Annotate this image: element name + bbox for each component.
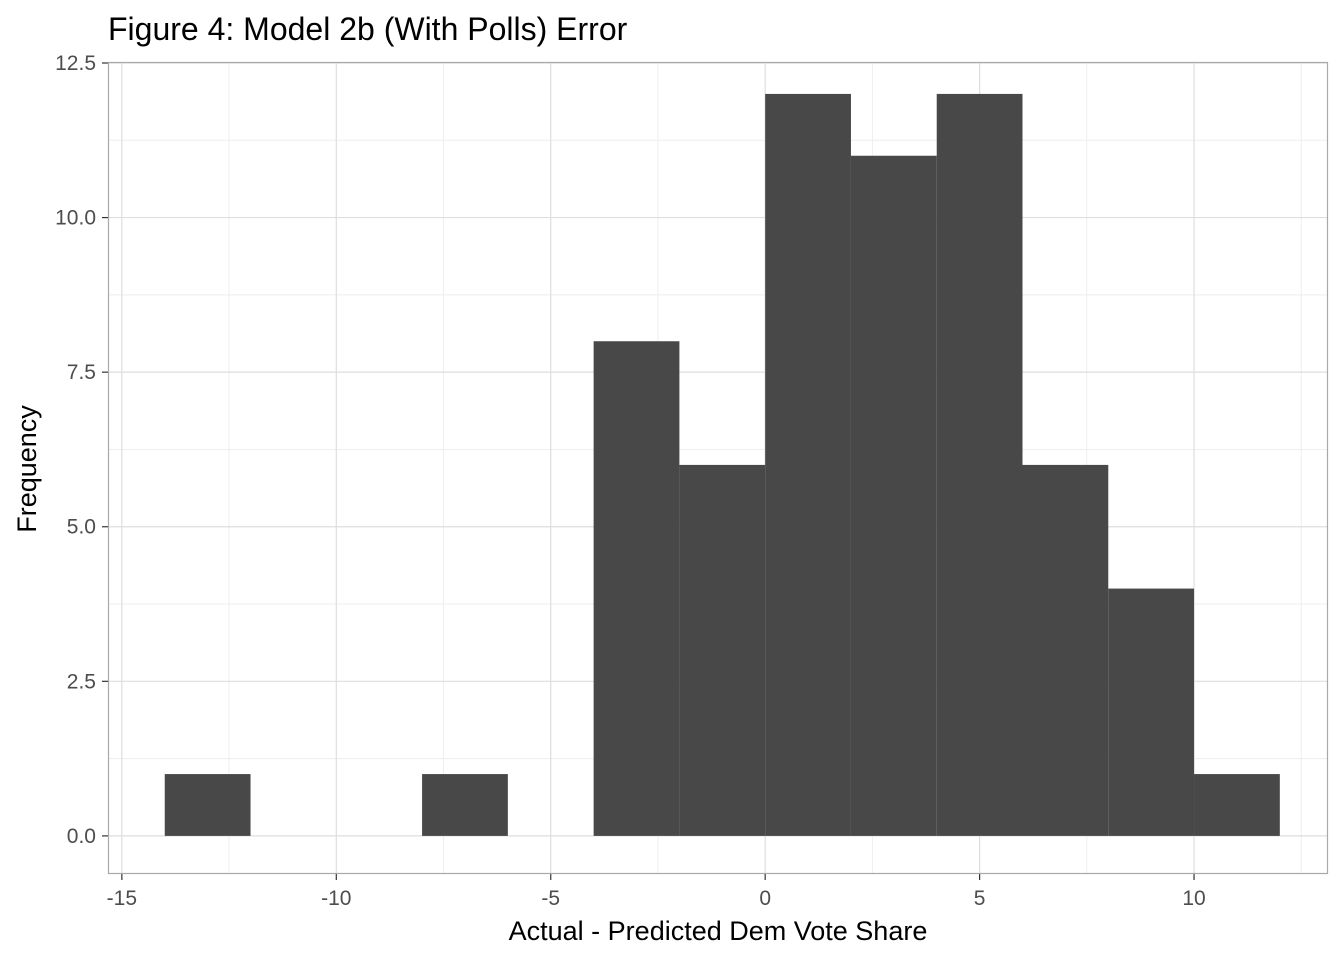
histogram-bar xyxy=(422,774,508,836)
histogram-bar xyxy=(1022,464,1109,836)
tick-labels: -15 -10 -5 0 5 10 0.0 2.5 5.0 7.5 10.0 12.5 xyxy=(55,52,1206,910)
x-tick-label: -15 xyxy=(107,887,137,910)
x-axis-title: Actual - Predicted Dem Vote Share xyxy=(509,916,928,946)
x-tick-label: 0 xyxy=(759,887,771,910)
y-tick-label: 0.0 xyxy=(67,825,96,848)
x-tick-label: 5 xyxy=(974,887,986,910)
y-tick-label: 12.5 xyxy=(55,52,96,75)
histogram-bars xyxy=(164,93,1280,836)
y-tick-label: 2.5 xyxy=(67,670,96,693)
histogram-bar xyxy=(1108,588,1195,836)
x-tick-label: 10 xyxy=(1182,887,1205,910)
y-axis-title: Frequency xyxy=(12,405,42,533)
x-tick-label: -5 xyxy=(541,887,560,910)
histogram-bar xyxy=(164,774,251,836)
histogram-bar xyxy=(936,93,1023,836)
y-tick-label: 5.0 xyxy=(67,516,96,539)
y-tick-label: 10.0 xyxy=(55,207,96,230)
histogram-bar xyxy=(850,155,937,836)
y-tick-label: 7.5 xyxy=(67,361,96,384)
histogram-bar xyxy=(1194,774,1280,836)
panel-border xyxy=(107,61,1329,875)
axis-ticks xyxy=(102,62,1195,880)
x-tick-label: -10 xyxy=(321,887,351,910)
histogram-bar xyxy=(765,93,851,836)
histogram-bar xyxy=(593,341,680,836)
chart-title: Figure 4: Model 2b (With Polls) Error xyxy=(108,11,628,47)
histogram-bar xyxy=(679,464,766,836)
